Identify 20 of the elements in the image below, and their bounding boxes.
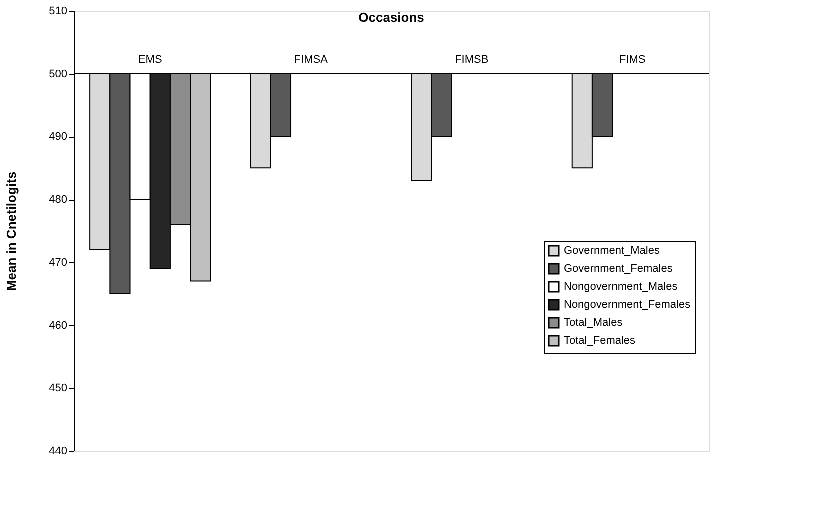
legend-label: Total_Males (564, 317, 624, 329)
legend-label: Nongovernment_Females (564, 299, 692, 311)
y-tick-label: 480 (49, 194, 68, 206)
y-tick-label: 450 (49, 382, 68, 395)
legend-label: Government_Females (564, 263, 674, 275)
legend-label: Nongovernment_Males (564, 281, 678, 293)
y-tick-label: 470 (49, 256, 68, 269)
legend-label: Government_Males (564, 245, 660, 257)
y-tick-label: 510 (49, 6, 68, 18)
y-axis-title: Mean in Cnetilogits (4, 172, 20, 292)
legend-label: Total_Females (564, 335, 636, 347)
y-tick-label: 460 (49, 320, 68, 332)
y-tick-label: 500 (49, 68, 68, 80)
chart-title: Occasions (358, 10, 424, 25)
x-tick-label: FIMS (620, 54, 646, 66)
x-tick-label: FIMSA (294, 54, 329, 66)
x-tick-label: FIMSB (455, 54, 489, 66)
x-tick-label: EMS (138, 54, 162, 66)
y-tick-label: 440 (49, 446, 68, 458)
y-tick-label: 490 (49, 131, 68, 144)
